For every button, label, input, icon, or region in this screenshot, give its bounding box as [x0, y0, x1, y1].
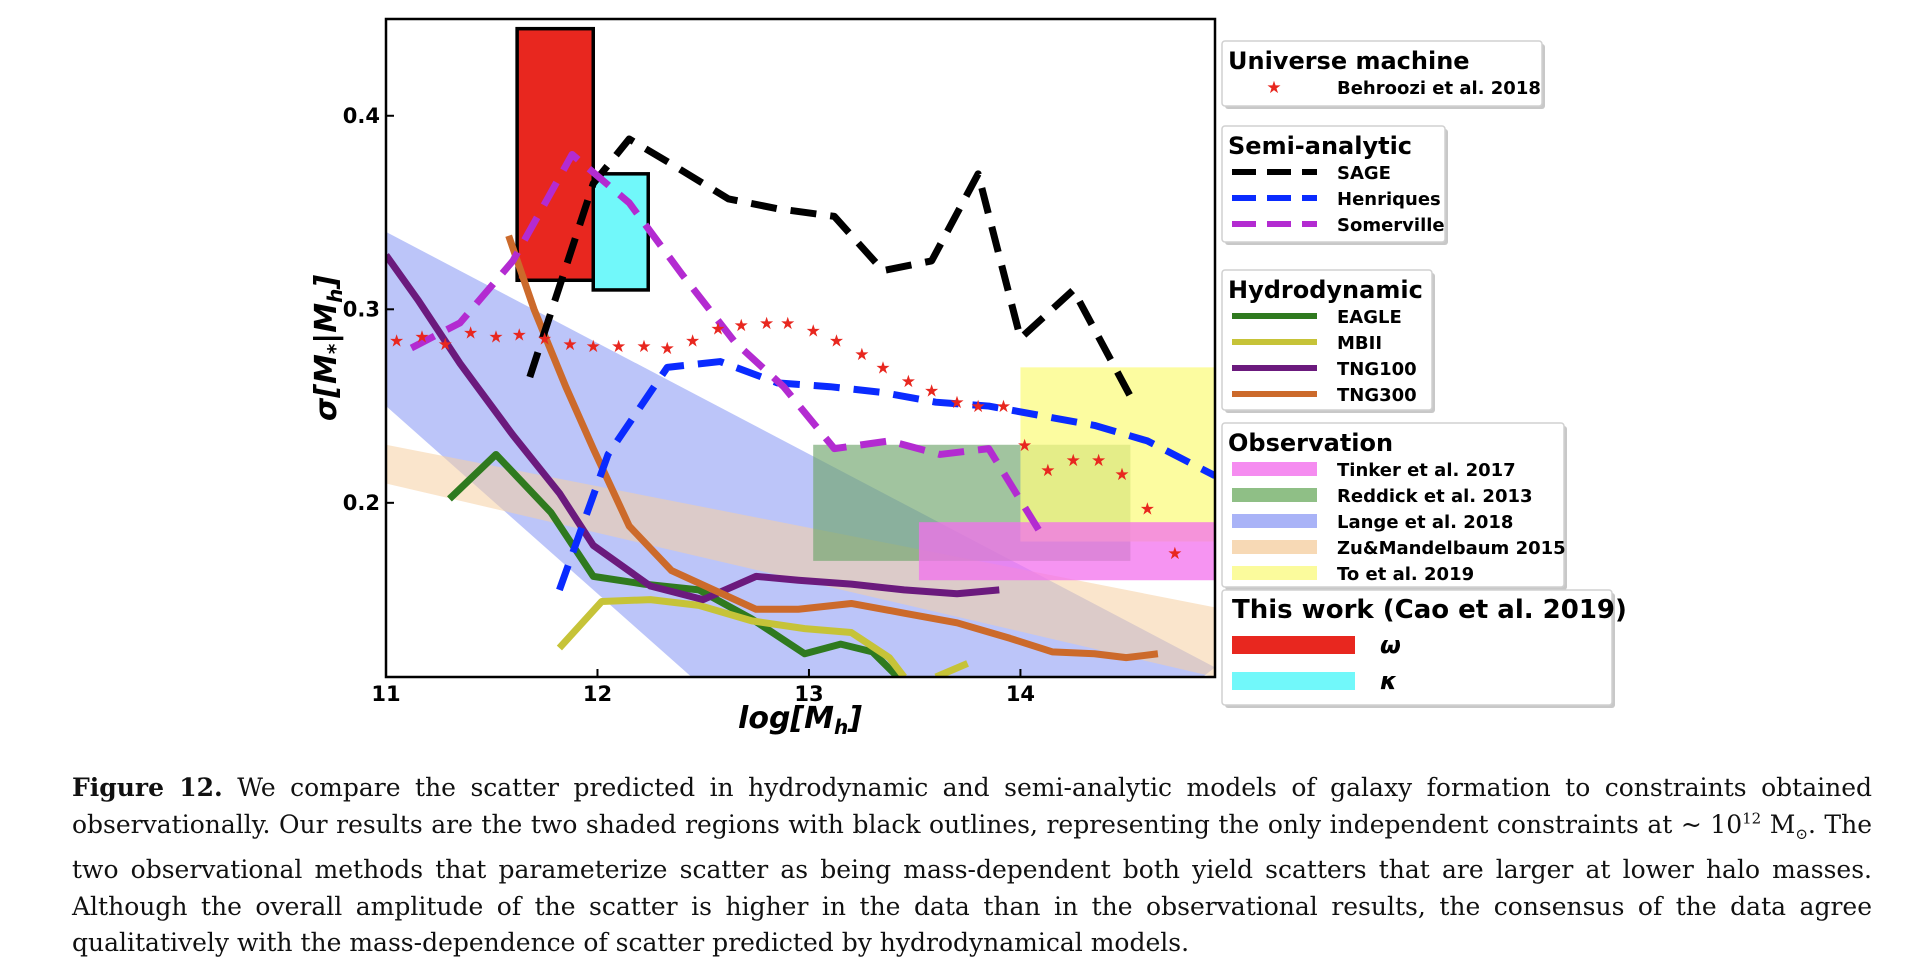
legend-swatch [1232, 566, 1317, 580]
star-point: ★ [996, 397, 1011, 417]
star-point: ★ [1091, 451, 1106, 471]
star-point: ★ [780, 314, 795, 334]
star-point: ★ [611, 337, 626, 357]
legend-swatch [1232, 540, 1317, 554]
star-point: ★ [562, 335, 577, 355]
star-point: ★ [389, 331, 404, 351]
star-point: ★ [759, 314, 774, 334]
legend-title: Universe machine [1228, 47, 1470, 75]
series-henriques [556, 358, 1215, 592]
caption-exponent: 12 [1742, 809, 1762, 828]
legend-universe-machine: Universe machine ★ Behroozi et al. 2018 [1221, 40, 1545, 109]
legend-swatch [1232, 636, 1355, 654]
legend-label: Zu&Mandelbaum 2015 [1337, 538, 1566, 559]
star-point: ★ [949, 393, 964, 413]
star-point: ★ [829, 331, 844, 351]
legend-this-work-cao-et-al-2019: This work (Cao et al. 2019) ωκ [1221, 589, 1627, 708]
legend-semi-analytic: Semi-analytic SAGE Henriques Somerville [1221, 125, 1448, 245]
star-point: ★ [1140, 500, 1155, 520]
star-point: ★ [901, 372, 916, 392]
series-sage [526, 135, 1134, 399]
legend-swatch [1232, 672, 1355, 690]
x-tick-label: 13 [794, 682, 823, 706]
star-point: ★ [660, 339, 675, 359]
star-point: ★ [414, 327, 429, 347]
legend-label: κ [1380, 667, 1397, 695]
box- [591, 172, 650, 292]
star-point: ★ [710, 320, 725, 340]
legend-label: SAGE [1337, 163, 1391, 184]
legend-hydrodynamic: Hydrodynamic EAGLE MBII TNG100 TNG300 [1221, 269, 1435, 413]
star-point: ★ [1066, 451, 1081, 471]
star-point: ★ [636, 337, 651, 357]
series-eagle [447, 450, 901, 677]
star-point: ★ [537, 329, 552, 349]
legend-title: Semi-analytic [1228, 132, 1412, 160]
series-somerville [409, 150, 1049, 544]
x-tick-label: 12 [583, 682, 612, 706]
figure-chart: ★ ★ ★ ★ ★ ★ ★ ★ ★ ★ ★ ★ ★ ★ ★ ★ ★ ★ ★ ★ ★ ★ ★ ★ ★ ★ ★ ★ ★ ★ ★ ★ ★ 11 12 13… [309, 17, 1627, 739]
y-tick-label: 0.2 [343, 491, 380, 515]
star-point: ★ [488, 327, 503, 347]
star-point: ★ [854, 345, 869, 365]
legend-swatch [1232, 462, 1317, 476]
star-point: ★ [806, 322, 821, 342]
legend-label: EAGLE [1337, 307, 1402, 328]
star-point: ★ [1040, 461, 1055, 481]
legend-label: Reddick et al. 2013 [1337, 486, 1533, 507]
series-mbii [934, 660, 969, 677]
legend-title: Observation [1228, 429, 1393, 457]
caption-text-3: . The two observational methods that par… [72, 809, 1872, 958]
legend-label: ω [1380, 631, 1401, 659]
series-tng300 [505, 234, 1159, 662]
star-point: ★ [1167, 544, 1182, 564]
legend-observation: Observation Tinker et al. 2017 Reddick et … [1221, 422, 1567, 590]
star-point: ★ [463, 324, 478, 344]
x-tick-label: 11 [371, 682, 400, 706]
star-point: ★ [1017, 436, 1032, 456]
star-point: ★ [685, 331, 700, 351]
box-to-et-al-2019 [1020, 367, 1215, 542]
caption-text-1: We compare the scatter predicted in hydr… [72, 773, 1872, 839]
legend-title: Hydrodynamic [1228, 276, 1423, 304]
caption-text-2: M [1761, 809, 1796, 839]
caption-sun-symbol: ⊙ [1795, 824, 1808, 843]
box- [515, 26, 596, 283]
legend-label: Behroozi et al. 2018 [1337, 78, 1541, 99]
legend-title: This work (Cao et al. 2019) [1232, 595, 1627, 625]
caption-label: Figure 12. [72, 773, 223, 802]
legend-swatch [1232, 488, 1317, 502]
legend-label: Lange et al. 2018 [1337, 512, 1513, 533]
y-tick-label: 0.3 [343, 297, 380, 321]
star-point: ★ [924, 382, 939, 402]
figure-caption: Figure 12. We compare the scatter predic… [72, 770, 1872, 962]
y-tick-label: 0.4 [343, 104, 380, 128]
star-point: ★ [971, 397, 986, 417]
legend-label: TNG300 [1337, 385, 1417, 406]
legend-label: Somerville [1337, 215, 1445, 236]
plot-frame [384, 17, 1217, 679]
series-tng100 [386, 253, 1000, 604]
star-point: ★ [1114, 465, 1129, 485]
x-tick-label: 14 [1006, 682, 1035, 706]
legend-label: To et al. 2019 [1337, 564, 1474, 585]
legend-label: Tinker et al. 2017 [1337, 460, 1516, 481]
star-point: ★ [512, 325, 527, 345]
star-point: ★ [875, 358, 890, 378]
legend-star-icon: ★ [1266, 78, 1281, 98]
star-point: ★ [438, 335, 453, 355]
legend-swatch [1232, 514, 1317, 528]
box-tinker-et-al-2017 [918, 522, 1215, 581]
star-point: ★ [734, 316, 749, 336]
star-point: ★ [586, 337, 601, 357]
y-axis-label: σ[M*|Mh] [309, 275, 347, 421]
legend-label: MBII [1337, 333, 1382, 354]
legend-label: Henriques [1337, 189, 1441, 210]
legend-label: TNG100 [1337, 359, 1417, 380]
series-mbii [556, 596, 907, 677]
x-axis-label: log[Mh] [738, 701, 862, 739]
